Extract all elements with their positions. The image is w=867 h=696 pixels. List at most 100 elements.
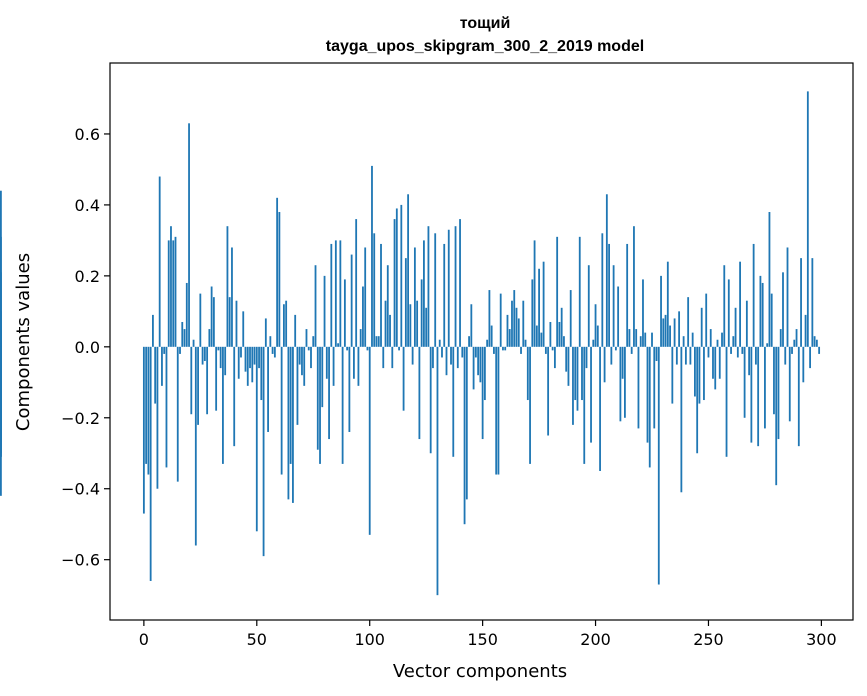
bar (287, 346, 290, 500)
bar (242, 311, 245, 347)
bar (675, 346, 678, 365)
bar (0, 190, 2, 347)
bar (504, 346, 507, 351)
bar (246, 346, 249, 386)
bar (450, 346, 452, 365)
bar (730, 346, 732, 354)
x-tick-label: 100 (354, 630, 385, 649)
bar (470, 304, 473, 347)
bar (328, 346, 330, 440)
bar (813, 336, 816, 347)
bar (194, 346, 197, 546)
bar (350, 254, 353, 347)
bar (366, 346, 369, 351)
y-tick-label: −0.2 (61, 409, 100, 428)
bar (797, 346, 800, 447)
bar (282, 304, 285, 347)
bar (409, 304, 412, 347)
bar (608, 243, 610, 347)
bar (782, 272, 784, 347)
bar (416, 300, 419, 347)
bar (0, 346, 2, 457)
bar (553, 346, 556, 369)
bar (341, 346, 344, 464)
bar (373, 233, 376, 347)
x-tick-label: 150 (467, 630, 498, 649)
bar (285, 300, 288, 347)
bar (292, 346, 294, 503)
bar (192, 339, 195, 347)
bar (513, 290, 516, 347)
bar (800, 258, 802, 347)
bar (736, 346, 739, 358)
y-tick-label: 0.2 (75, 267, 100, 286)
bar (605, 194, 608, 347)
bar (619, 346, 622, 422)
bar (319, 346, 321, 464)
bar (549, 321, 552, 347)
bar (269, 336, 272, 347)
bar (145, 346, 148, 464)
bar (334, 240, 337, 347)
bar (368, 346, 371, 535)
bar (526, 346, 529, 401)
bar (709, 329, 712, 347)
x-tick-label: 200 (580, 630, 611, 649)
bar (181, 321, 184, 347)
bar (601, 233, 604, 347)
bar (357, 346, 360, 386)
bar (499, 293, 502, 347)
bar (569, 290, 572, 347)
bar (384, 300, 387, 347)
bar (705, 293, 708, 347)
bar (603, 346, 606, 383)
x-axis-label: Vector components (393, 661, 567, 682)
bar (703, 346, 705, 401)
bar (154, 346, 157, 404)
bar (251, 346, 254, 383)
bars-group (0, 91, 821, 596)
bar (465, 346, 468, 500)
bar (759, 275, 762, 347)
bar (551, 346, 554, 351)
bar (425, 307, 428, 347)
bar (441, 346, 443, 358)
bar (264, 318, 267, 347)
bar (262, 346, 265, 557)
bar (669, 325, 671, 347)
bar (483, 346, 486, 401)
bar (535, 325, 538, 347)
bar (226, 226, 229, 347)
bar (404, 258, 407, 347)
bar (684, 346, 687, 365)
bar (784, 346, 787, 365)
bar (558, 321, 561, 347)
bar (671, 346, 674, 404)
bar (152, 314, 154, 347)
bar (197, 346, 199, 425)
bar (624, 346, 626, 418)
bar (664, 314, 667, 347)
bar (691, 332, 694, 347)
bar (806, 91, 809, 347)
bar (429, 346, 432, 454)
bar (371, 165, 373, 347)
y-tick-label: −0.6 (61, 551, 100, 570)
bar (289, 346, 292, 464)
bar (612, 265, 615, 347)
bar (542, 261, 545, 347)
bar (574, 346, 577, 401)
bar (142, 346, 145, 514)
bar (398, 346, 400, 351)
bar (617, 286, 620, 347)
bar (278, 212, 281, 347)
bar (427, 226, 430, 347)
bar (210, 286, 213, 347)
bar (474, 346, 477, 358)
bar (639, 336, 642, 347)
bar (533, 240, 536, 347)
bar (255, 346, 258, 532)
bar (517, 318, 520, 347)
bar (271, 346, 274, 354)
bar (382, 346, 385, 369)
